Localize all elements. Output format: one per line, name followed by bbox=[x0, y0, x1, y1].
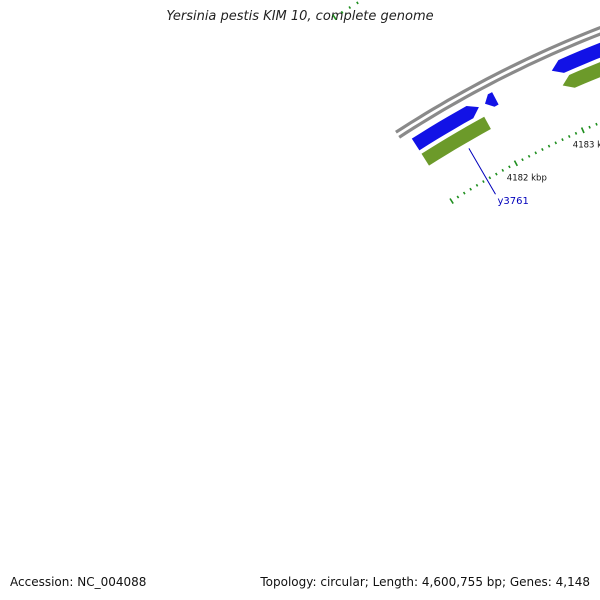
gene-olive-left bbox=[421, 116, 491, 166]
inner-tick bbox=[456, 195, 460, 199]
scale-label: 4183 kbp bbox=[573, 140, 600, 150]
inner-tick bbox=[488, 176, 492, 180]
backbone-strand bbox=[395, 25, 600, 134]
inner-tick bbox=[527, 154, 531, 158]
inner-tick bbox=[547, 144, 551, 148]
accession-text: Accession: NC_004088 bbox=[10, 575, 147, 589]
gene-label-y3761: y3761 bbox=[498, 196, 529, 207]
gene-callouts: y3767y3769y3770y3771y3772y3761y3762rfaQy… bbox=[468, 148, 529, 207]
tick-marks bbox=[332, 1, 598, 205]
inner-tick bbox=[495, 172, 498, 176]
inner-tick bbox=[574, 131, 578, 135]
inner-tick bbox=[567, 134, 571, 138]
gene-y3762 bbox=[562, 62, 600, 88]
outer-tick bbox=[340, 10, 344, 14]
map-title: Yersinia pestis KIM 10, complete genome bbox=[166, 9, 434, 24]
inner-tick bbox=[513, 160, 519, 167]
gene-blue-small bbox=[485, 92, 499, 107]
inner-tick bbox=[462, 191, 466, 195]
outer-tick bbox=[356, 1, 359, 5]
inner-tick bbox=[508, 165, 511, 169]
inner-tick bbox=[482, 180, 485, 183]
backbone-strand bbox=[398, 32, 600, 139]
topology-summary: Topology: circular; Length: 4,600,755 bp… bbox=[260, 575, 590, 589]
gene-y3761 bbox=[411, 106, 479, 151]
inner-tick bbox=[475, 183, 479, 187]
outer-tick bbox=[332, 14, 337, 21]
gene-blue-a bbox=[551, 42, 600, 73]
inner-tick bbox=[588, 125, 591, 129]
inner-tick bbox=[449, 198, 454, 205]
inner-tick bbox=[595, 122, 598, 126]
inner-tick bbox=[580, 127, 585, 134]
scale-label: 4182 kbp bbox=[507, 173, 547, 183]
inner-tick bbox=[561, 138, 564, 142]
gene-features bbox=[411, 42, 600, 166]
inner-tick bbox=[521, 158, 524, 162]
inner-tick bbox=[534, 151, 538, 155]
callout-line bbox=[468, 148, 496, 195]
inner-tick bbox=[469, 187, 472, 191]
outer-tick bbox=[348, 6, 352, 10]
inner-tick bbox=[501, 168, 505, 172]
inner-tick bbox=[541, 148, 544, 151]
inner-tick bbox=[554, 141, 558, 145]
backbone-line bbox=[395, 25, 600, 139]
